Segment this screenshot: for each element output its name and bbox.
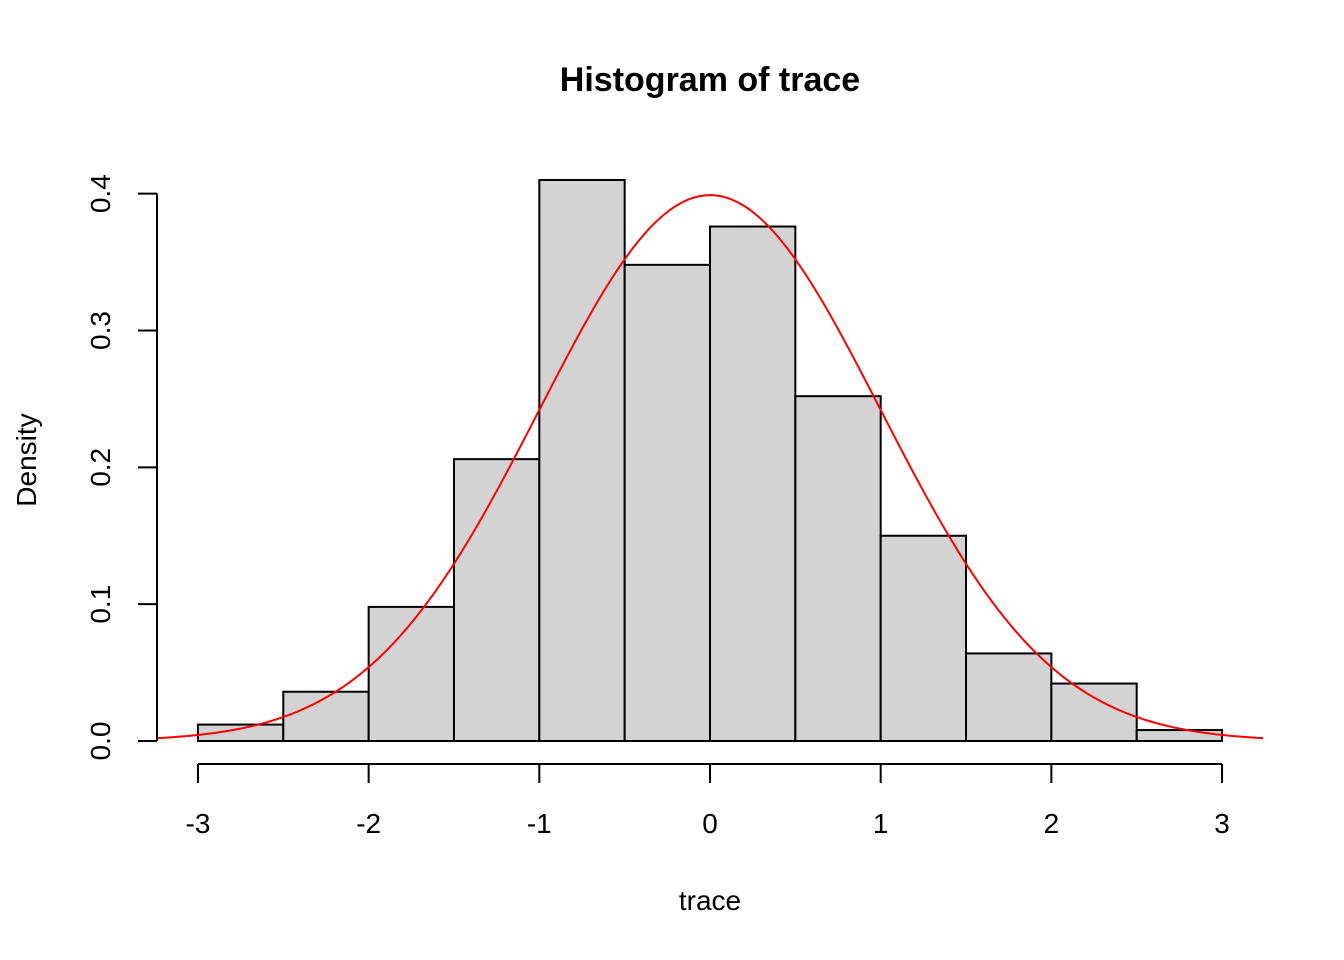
x-axis-label: trace (679, 885, 741, 916)
x-axis: -3 -2 -1 0 1 2 3 (186, 763, 1230, 839)
histogram-bar-7 (794, 395, 882, 742)
x-tick-label-0: -3 (186, 808, 211, 839)
y-axis: 0.0 0.1 0.2 0.3 0.4 (85, 174, 158, 761)
density-curve-layer (156, 194, 1264, 740)
histogram-bar-1 (282, 690, 370, 742)
histogram-bar-3 (452, 458, 541, 742)
y-tick-label-1: 0.1 (85, 585, 116, 624)
x-tick-label-3: 0 (702, 808, 718, 839)
histogram-bar-5 (623, 263, 712, 742)
x-tick-label-1: -2 (356, 808, 381, 839)
histogram-bar-11 (1135, 729, 1224, 742)
normal-density-curve (156, 194, 1264, 740)
x-tick-label-2: -1 (527, 808, 552, 839)
histogram-bars (196, 179, 1224, 743)
x-tick-label-6: 3 (1214, 808, 1230, 839)
y-tick-label-4: 0.4 (85, 174, 116, 213)
y-axis-label: Density (11, 413, 42, 506)
y-tick-label-3: 0.3 (85, 311, 116, 350)
histogram-bar-2 (367, 605, 455, 742)
histogram-bar-6 (709, 225, 797, 742)
histogram-bar-9 (965, 652, 1053, 742)
x-tick-label-5: 2 (1044, 808, 1060, 839)
histogram-bar-4 (538, 179, 626, 742)
y-tick-label-2: 0.2 (85, 448, 116, 487)
y-tick-label-0: 0.0 (85, 722, 116, 761)
x-tick-label-4: 1 (873, 808, 889, 839)
histogram-bar-8 (879, 534, 968, 742)
chart-title: Histogram of trace (560, 61, 860, 99)
